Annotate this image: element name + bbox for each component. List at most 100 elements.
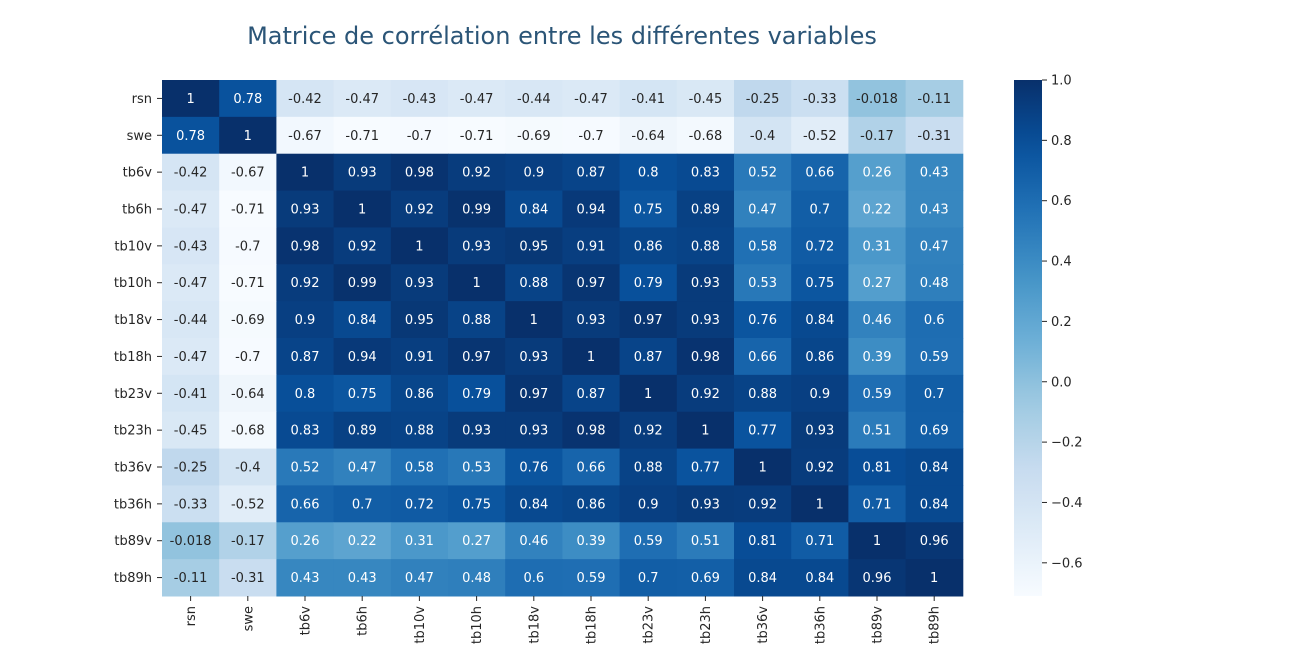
heatmap-cell-label: 0.66: [748, 350, 777, 365]
heatmap-cell-label: -0.68: [689, 129, 723, 144]
heatmap-cell-label: -0.64: [231, 387, 265, 402]
heatmap-cell: [219, 264, 277, 302]
heatmap-cell: [905, 116, 964, 155]
heatmap-cell: [676, 301, 735, 339]
heatmap-cell-label: 0.97: [519, 387, 548, 402]
heatmap-cell: [505, 374, 563, 413]
heatmap-cell-label: 0.78: [176, 129, 205, 144]
heatmap-cell-label: 0.88: [691, 239, 720, 254]
heatmap-cell-label: 0.93: [691, 276, 720, 291]
heatmap-cell: [562, 80, 621, 118]
heatmap-cell: [619, 485, 678, 523]
colorbar-tick-label: −0.2: [1051, 436, 1083, 451]
heatmap-cell-label: -0.11: [174, 571, 208, 586]
heatmap-cell: [505, 190, 563, 228]
heatmap-cell-label: -0.7: [578, 129, 603, 144]
heatmap-cell: [848, 264, 907, 302]
heatmap-cell: [276, 522, 335, 560]
y-axis-tick-label: tb89v: [114, 534, 152, 549]
x-axis-tick-label: tb89h: [928, 606, 943, 644]
heatmap-cell: [162, 338, 220, 376]
heatmap-cell-label: -0.43: [174, 239, 208, 254]
heatmap-cell: [333, 338, 392, 376]
heatmap-cell: [162, 301, 220, 339]
heatmap-cell-label: 0.78: [233, 92, 262, 107]
heatmap-cell: [619, 559, 678, 597]
heatmap-cell-label: 0.98: [405, 166, 434, 181]
heatmap-cell-label: 0.47: [348, 461, 377, 476]
heatmap-cell: [276, 411, 335, 450]
heatmap-cell: [905, 338, 964, 376]
heatmap-cell-label: 0.72: [805, 239, 834, 254]
heatmap-cell: [791, 485, 849, 523]
heatmap-cell: [619, 264, 678, 302]
heatmap-cell: [619, 522, 678, 560]
heatmap-cell: [505, 338, 563, 376]
heatmap-cell-label: 0.22: [348, 534, 377, 549]
heatmap-cell: [390, 411, 449, 450]
heatmap-cell: [791, 374, 849, 413]
heatmap-cell: [219, 448, 277, 486]
heatmap-cell: [848, 411, 907, 450]
heatmap-cell: [562, 411, 621, 450]
heatmap-cell: [276, 227, 335, 265]
heatmap-cell-label: -0.31: [231, 571, 265, 586]
heatmap-cell: [333, 448, 392, 486]
heatmap-cell-label: -0.018: [170, 534, 212, 549]
heatmap-cell: [448, 190, 506, 228]
heatmap-cell-label: 0.87: [634, 350, 663, 365]
heatmap-cell-label: 0.99: [462, 203, 491, 218]
heatmap-cell-label: -0.25: [174, 461, 208, 476]
x-axis-tick-label: tb18v: [527, 606, 542, 644]
heatmap-cell-label: 0.8: [638, 166, 659, 181]
heatmap-cell-label: -0.47: [174, 276, 208, 291]
heatmap-cell: [162, 448, 220, 486]
heatmap-cell-label: -0.7: [407, 129, 432, 144]
heatmap-cell-label: 0.87: [577, 166, 606, 181]
heatmap-cell-label: 0.93: [291, 203, 320, 218]
colorbar-tick-label: 0.8: [1051, 134, 1072, 149]
heatmap-cell-label: 1: [816, 497, 824, 512]
heatmap-cell: [734, 264, 792, 302]
heatmap-cell-label: 0.69: [920, 424, 949, 439]
heatmap-cell: [219, 559, 277, 597]
x-axis-tick-label: tb10h: [470, 606, 485, 644]
heatmap-cell-label: 0.72: [405, 497, 434, 512]
x-axis-tick-label: swe: [241, 606, 256, 631]
heatmap-cell-label: 0.66: [805, 166, 834, 181]
heatmap-cell: [905, 522, 964, 560]
heatmap-cell: [448, 153, 506, 192]
heatmap-cell-label: 0.94: [577, 203, 606, 218]
heatmap-cell-label: 0.8: [295, 387, 316, 402]
heatmap-cell: [162, 227, 220, 265]
heatmap-cell: [219, 485, 277, 523]
heatmap-cell-label: -0.17: [231, 534, 265, 549]
heatmap-cell: [390, 227, 449, 265]
heatmap-cell: [619, 301, 678, 339]
heatmap-cell-label: 0.81: [748, 534, 777, 549]
heatmap-cell-label: 0.31: [405, 534, 434, 549]
heatmap-cell-label: -0.71: [460, 129, 494, 144]
heatmap-cell-label: 0.47: [405, 571, 434, 586]
heatmap-cell-label: 0.83: [691, 166, 720, 181]
heatmap-cell-label: 0.92: [405, 203, 434, 218]
heatmap-cell-label: 0.7: [809, 203, 830, 218]
heatmap-cell-label: -0.45: [689, 92, 723, 107]
heatmap-cell: [734, 448, 792, 486]
heatmap-cell: [505, 448, 563, 486]
heatmap-cell: [219, 227, 277, 265]
heatmap-cell-label: 0.7: [352, 497, 373, 512]
heatmap-cell: [276, 301, 335, 339]
heatmap-cell-label: -0.018: [856, 92, 898, 107]
heatmap-cell-label: -0.25: [746, 92, 780, 107]
heatmap-cell-label: 1: [244, 129, 252, 144]
heatmap-cell: [905, 190, 964, 228]
heatmap-cell-label: 0.84: [805, 571, 834, 586]
colorbar-tick-label: −0.6: [1051, 556, 1083, 571]
heatmap-cell: [333, 264, 392, 302]
heatmap-cell-label: 0.75: [348, 387, 377, 402]
heatmap-cell-label: 0.96: [863, 571, 892, 586]
heatmap-cell-label: 0.98: [291, 239, 320, 254]
heatmap-cell: [505, 301, 563, 339]
heatmap-cell-label: 0.93: [519, 350, 548, 365]
